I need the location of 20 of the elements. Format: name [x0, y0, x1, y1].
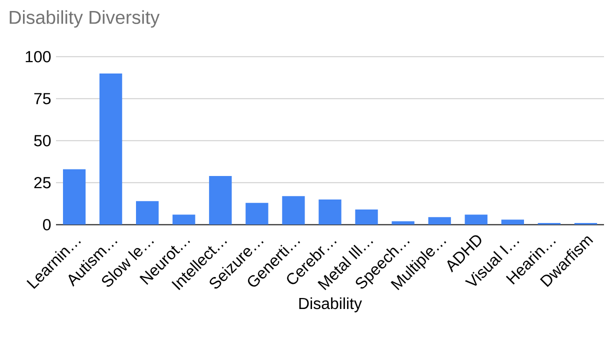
bar: [501, 220, 524, 225]
y-tick-label: 75: [34, 93, 51, 104]
bar: [355, 210, 378, 225]
y-tick-label: 0: [43, 219, 51, 230]
bar: [62, 169, 86, 225]
bar: [428, 217, 451, 225]
y-tick-label: 100: [26, 51, 51, 62]
bar: [209, 176, 232, 225]
bar: [246, 202, 268, 225]
bar: [464, 214, 488, 225]
bar: [172, 214, 196, 225]
x-axis-title: Disability: [299, 297, 362, 312]
bar: [318, 199, 342, 225]
y-tick-label: 25: [34, 177, 51, 188]
bar: [392, 221, 414, 225]
bar: [282, 196, 305, 225]
y-tick-label: 50: [34, 135, 51, 146]
chart-title: Disability Diversity: [10, 10, 160, 28]
bar: [99, 73, 122, 225]
bar: [136, 201, 159, 225]
